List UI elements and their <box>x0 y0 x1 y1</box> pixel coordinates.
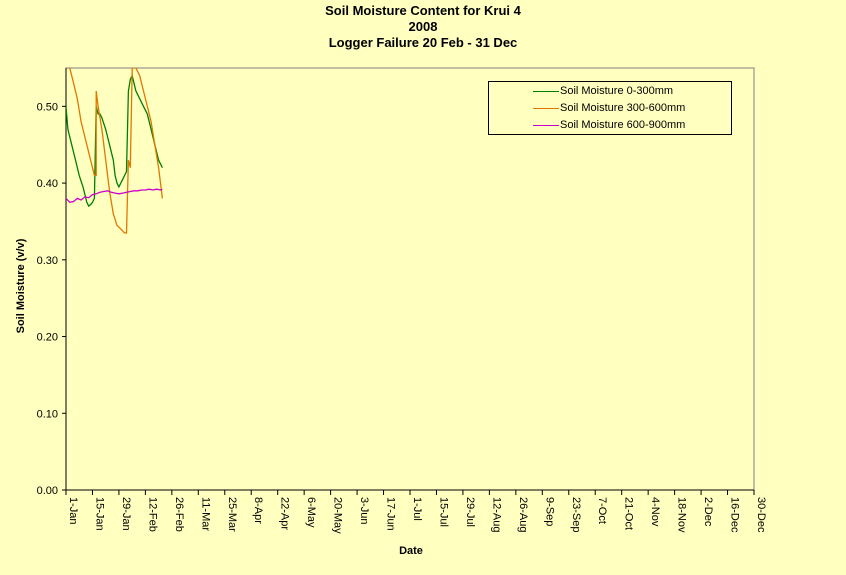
x-tick-label: 15-Jan <box>93 497 105 531</box>
y-tick-label: 0.30 <box>37 255 58 267</box>
chart-title-line-2: 2008 <box>408 19 438 34</box>
x-tick-label: 9-Sep <box>543 497 555 526</box>
x-tick-label: 18-Nov <box>676 497 688 533</box>
x-tick-label: 23-Sep <box>570 497 582 532</box>
y-tick-label: 0.50 <box>37 101 58 113</box>
x-tick-label: 20-May <box>332 497 344 534</box>
x-tick-label: 12-Feb <box>146 497 158 532</box>
series-line-2 <box>67 68 164 234</box>
x-tick-label: 6-May <box>305 497 317 528</box>
x-tick-label: 1-Jan <box>67 497 79 525</box>
chart-title-line-3: Logger Failure 20 Feb - 31 Dec <box>328 35 518 50</box>
legend-item: Soil Moisture 600-900mm <box>489 117 729 133</box>
x-tick-label: 8-Apr <box>252 497 264 524</box>
x-tick-label: 15-Jul <box>437 497 449 527</box>
x-tick-label: 22-Apr <box>279 497 291 530</box>
legend-swatch <box>533 91 559 92</box>
x-tick-label: 25-Mar <box>226 497 238 532</box>
legend-item: Soil Moisture 300-600mm <box>489 100 729 116</box>
legend: Soil Moisture 0-300mm Soil Moisture 300-6… <box>488 81 732 135</box>
y-tick-label: 0.10 <box>37 408 58 420</box>
y-tick-label: 0.20 <box>37 332 58 344</box>
legend-label: Soil Moisture 600-900mm <box>560 119 686 131</box>
x-tick-label: 29-Jan <box>120 497 132 531</box>
x-tick-label: 16-Dec <box>729 497 741 533</box>
x-tick-label: 12-Aug <box>490 497 502 532</box>
legend-label: Soil Moisture 0-300mm <box>560 85 674 97</box>
x-tick-label: 29-Jul <box>464 497 476 527</box>
series-line-1 <box>66 73 163 208</box>
x-tick-label: 26-Feb <box>173 497 185 532</box>
y-axis-title: Soil Moisture (v/v) <box>15 238 27 333</box>
x-tick-label: 2-Dec <box>702 497 714 527</box>
plot-area <box>65 67 755 491</box>
x-tick-label: 7-Oct <box>596 497 608 524</box>
x-tick-label: 26-Aug <box>517 497 529 532</box>
x-tick-label: 30-Dec <box>755 497 767 533</box>
x-axis-title: Date <box>399 545 423 557</box>
x-tick-label: 21-Oct <box>623 497 635 530</box>
x-tick-label: 11-Mar <box>199 497 211 531</box>
chart-title-line-1: Soil Moisture Content for Krui 4 <box>325 3 521 18</box>
series-line-3 <box>66 188 163 204</box>
y-tick-label: 0.40 <box>37 178 58 190</box>
chart-title: Soil Moisture Content for Krui 4 2008 Lo… <box>0 3 846 51</box>
x-tick-label: 4-Nov <box>649 497 661 527</box>
legend-swatch <box>533 108 559 109</box>
legend-item: Soil Moisture 0-300mm <box>489 83 729 99</box>
x-tick-label: 1-Jul <box>411 497 423 521</box>
x-tick-label: 17-Jun <box>385 497 397 531</box>
legend-swatch <box>533 125 559 126</box>
y-tick-label: 0.00 <box>37 485 58 497</box>
legend-label: Soil Moisture 300-600mm <box>560 102 686 114</box>
x-tick-label: 3-Jun <box>358 497 370 525</box>
